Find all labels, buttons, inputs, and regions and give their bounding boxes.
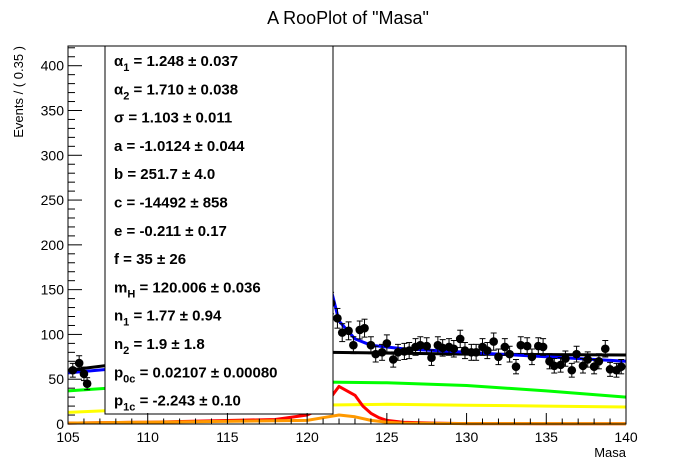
x-tick-label: 110: [137, 429, 160, 445]
data-point: [388, 351, 398, 368]
x-tick-label: 135: [535, 429, 559, 445]
param-line: mH = 120.006 ± 0.036: [114, 279, 261, 300]
x-axis-label: Masa: [594, 445, 627, 460]
data-point: [344, 321, 353, 341]
chart-title: A RooPlot of "Masa": [267, 8, 429, 28]
data-point: [527, 348, 537, 366]
data-point: [538, 338, 548, 356]
param-line: σ = 1.103 ± 0.011: [114, 110, 232, 127]
data-point: [567, 362, 577, 378]
data-point: [594, 353, 604, 370]
y-tick-label: 250: [41, 192, 65, 208]
x-tick-label: 125: [375, 429, 399, 445]
param-line: b = 251.7 ± 4.0: [114, 166, 215, 183]
data-point: [79, 366, 89, 382]
data-point: [360, 318, 369, 338]
y-tick-label: 0: [56, 416, 64, 432]
data-point: [366, 336, 376, 355]
y-tick-label: 100: [41, 326, 65, 342]
param-line: α1 = 1.248 ± 0.037: [114, 53, 238, 74]
param-line: a = -1.0124 ± 0.044: [114, 138, 245, 155]
y-tick-label: 200: [41, 237, 65, 253]
data-point: [471, 343, 481, 361]
y-tick-label: 400: [41, 58, 65, 74]
data-point: [505, 345, 514, 363]
param-line: e = -0.211 ± 0.17: [114, 223, 227, 240]
data-point: [583, 351, 593, 368]
x-tick-label: 120: [295, 429, 319, 445]
data-point: [489, 332, 498, 351]
data-point: [82, 377, 92, 391]
data-point: [500, 338, 510, 356]
data-point: [556, 357, 565, 373]
y-tick-label: 150: [41, 282, 65, 298]
data-point: [516, 336, 526, 355]
param-line: n1 = 1.77 ± 0.94: [114, 308, 222, 329]
param-line: p0c = 0.02107 ± 0.00080: [114, 364, 278, 385]
data-point: [393, 343, 403, 361]
data-point: [455, 329, 465, 349]
data-point: [416, 336, 425, 355]
data-point: [616, 359, 626, 375]
data-point: [522, 337, 532, 355]
data-point: [349, 336, 358, 355]
data-point: [561, 350, 570, 367]
data-point: [382, 334, 392, 353]
param-line: n2 = 1.9 ± 1.8: [114, 336, 205, 357]
data-point: [511, 359, 521, 375]
parameter-box-frame: [104, 45, 334, 415]
data-point: [605, 361, 615, 377]
data-point: [438, 339, 447, 357]
x-tick-label: 140: [614, 429, 638, 445]
axes: 105 110 115 120 125 130 135 140 0 50 100 150 200 250 3…: [41, 47, 638, 445]
data-point: [494, 348, 503, 366]
data-point: [600, 340, 610, 358]
data-point: [74, 355, 84, 371]
data-point: [427, 349, 436, 366]
y-tick-label: 50: [48, 371, 64, 387]
data-point: [333, 307, 342, 329]
x-tick-label: 130: [455, 429, 479, 445]
param-line: c = -14492 ± 858: [114, 195, 228, 212]
data-point: [482, 341, 492, 360]
parameter-box: α1 = 1.248 ± 0.037 α2 = 1.710 ± 0.038 σ = …: [104, 45, 334, 415]
param-line: p1c = -2.243 ± 0.10: [114, 393, 241, 414]
x-tick-label: 105: [56, 429, 80, 445]
data-point: [449, 340, 459, 358]
plot-frame: [67, 45, 627, 425]
data-point: [422, 337, 432, 355]
data-points: [68, 291, 626, 391]
data-point: [377, 343, 387, 361]
y-tick-label: 300: [41, 147, 65, 163]
param-line: α2 = 1.710 ± 0.038: [114, 81, 238, 102]
data-point: [572, 345, 581, 363]
x-tick-label: 115: [216, 429, 239, 445]
param-line: f = 35 ± 26: [114, 251, 186, 268]
data-point: [549, 358, 559, 374]
y-tick-label: 350: [41, 102, 65, 118]
y-axis-label: Events / ( 0.35 ): [11, 46, 26, 138]
data-point: [404, 341, 414, 360]
fit-curve-5: [67, 413, 627, 426]
